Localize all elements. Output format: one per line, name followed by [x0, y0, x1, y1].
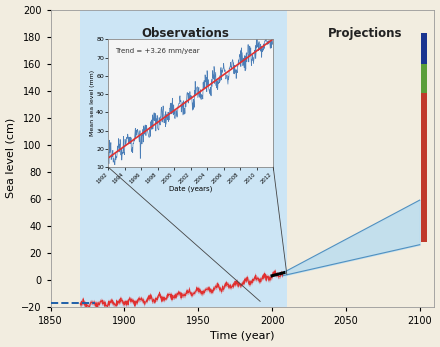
Bar — [421, 33, 427, 127]
Y-axis label: Sea level (cm): Sea level (cm) — [6, 118, 15, 198]
Bar — [80, 10, 287, 307]
Text: Projections: Projections — [328, 27, 403, 40]
X-axis label: Time (year): Time (year) — [210, 331, 275, 341]
Text: Observations: Observations — [141, 27, 229, 40]
Bar — [421, 93, 427, 242]
Bar — [421, 64, 427, 242]
